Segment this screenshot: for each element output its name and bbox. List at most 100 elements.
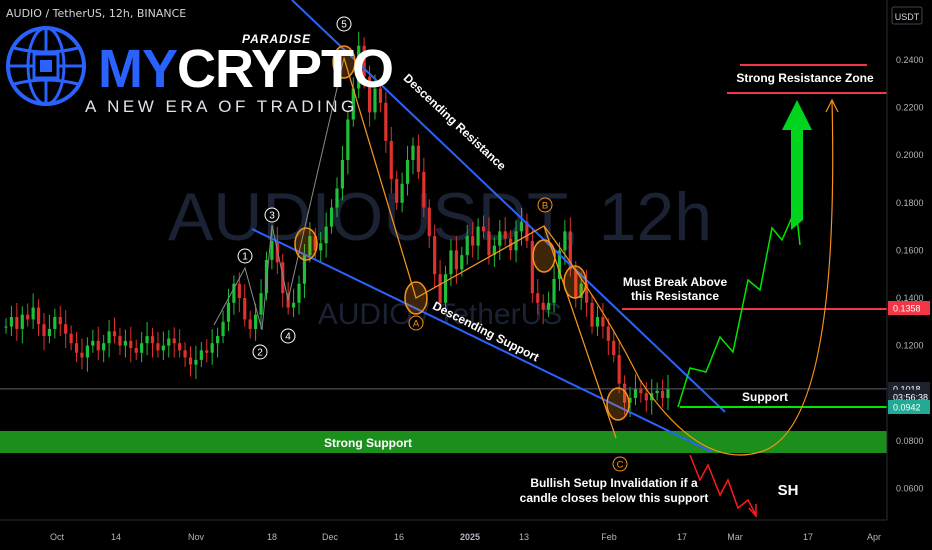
descending-support-line [251,228,713,453]
annotation-text: Support [742,390,788,404]
candle-body [188,357,193,365]
x-tick-label: Nov [188,532,205,542]
candle-body [416,145,420,172]
bullish-arrow-icon [782,100,812,230]
candle-body [80,352,84,358]
pivot-highlight [606,387,630,421]
price-label: 0.1018 [893,384,921,394]
price-label-box [888,400,930,415]
y-tick-label: 0.2400 [896,55,924,65]
candle-body [26,314,30,320]
candle-body [107,331,111,344]
candle-body [378,88,383,103]
candle-body [145,336,149,344]
annotation-text: SH [778,482,799,499]
candle-body [183,350,187,358]
x-tick-label: 17 [677,532,687,542]
x-tick-label: Mar [727,532,743,542]
candle-body [471,236,475,246]
globe-logo-icon [6,26,86,106]
wave-label-circle [537,197,553,213]
candle-body [91,340,95,346]
candle-body [226,302,231,322]
candle-body [281,262,285,294]
candle-body [112,331,117,337]
candle-body [134,347,138,353]
y-tick-label: 0.1400 [896,293,924,303]
candle-body [313,236,317,251]
candle-body [367,76,372,113]
x-tick-label: Feb [601,532,617,542]
candle-body [454,250,458,270]
brand-slogan: A NEW ERA OF TRADING [85,97,358,116]
candle-body [167,338,171,346]
brand-name: MYCRYPTO [98,42,394,96]
candle-body [129,340,133,348]
currency-label: USDT [895,12,920,22]
candle-body [547,302,551,310]
candle-body [264,259,269,294]
candle-body [612,340,616,356]
pivot-highlight [294,227,318,261]
candle-body [498,231,502,246]
annotation-text: Must Break Above [623,275,728,289]
candle-body [47,328,52,337]
price-label: 0.0942 [893,403,921,413]
candle-body [254,314,258,329]
wave-label-circle [252,344,268,360]
candle-body [286,293,290,308]
candle-body [400,183,404,203]
pivot-highlight [404,281,428,315]
candle-body [574,269,578,298]
orange-projection-arrowhead [825,98,839,113]
descending-resistance-line [291,0,726,413]
candle-body [519,221,524,232]
candle-body [617,355,621,384]
price-label-box [888,300,930,315]
candle-body [221,321,225,337]
candle-body [351,88,355,120]
candle-body [449,250,453,275]
orange-projection-curve [543,99,834,456]
candle-body [373,88,377,113]
candle-body [69,333,73,344]
x-tick-label: 16 [394,532,404,542]
candle-body [243,298,247,320]
price-axis-panel [887,0,932,550]
candle-body [248,319,252,329]
candle-body [237,283,241,298]
candle-body [660,390,665,398]
candle-body [205,350,209,353]
pivot-highlight [563,265,587,299]
candle-body [150,336,155,344]
candle-body [487,231,491,256]
wave-label: 5 [341,20,347,31]
y-tick-label: 0.0800 [896,436,924,446]
bearish-invalidation-path [689,454,757,516]
candle-body [492,245,496,256]
candle-body [123,340,127,346]
candle-body [96,340,100,351]
wave-label: C [617,460,624,471]
y-tick-label: 0.0600 [896,483,924,493]
candle-body [161,345,165,351]
candle-body [530,240,534,294]
candle-body [579,283,583,298]
candle-body [644,393,648,401]
candle-body [346,119,350,160]
bullish-projection-path [677,205,801,408]
bearish-arrowhead-icon [748,504,757,518]
symbol-header: AUDIO / TetherUS, 12h, BINANCE [6,7,187,20]
candle-body [628,397,632,403]
wave-label: 3 [269,211,275,222]
x-tick-label: 14 [111,532,121,542]
pivot-highlight [532,239,556,273]
candle-body [308,236,312,256]
y-tick-label: 0.2200 [896,103,924,113]
candle-body [85,345,89,358]
x-tick-label: Apr [867,532,881,542]
candle-body [465,236,469,256]
annotation-text: candle closes below this support [520,491,709,505]
candle-body [655,390,659,394]
